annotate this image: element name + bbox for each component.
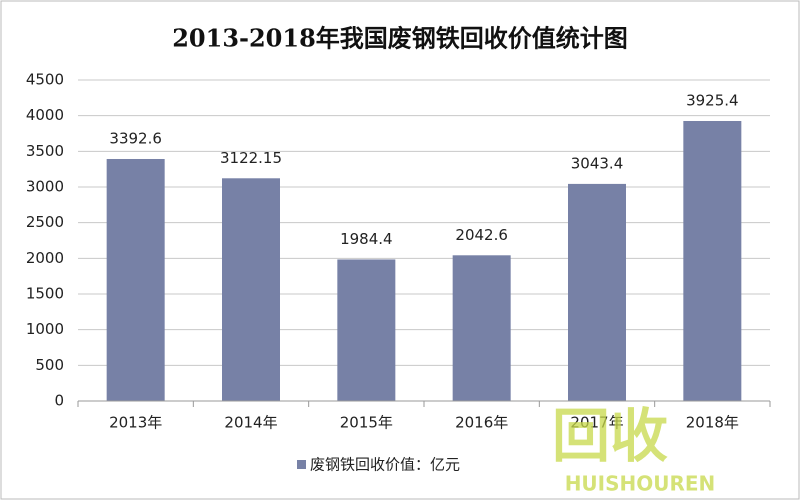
bar: [337, 259, 396, 401]
value-label: 3043.4: [571, 154, 624, 172]
y-tick-label: 1000: [26, 320, 64, 338]
x-tick-label: 2014年: [224, 414, 277, 432]
watermark-sub: HUISHOUREN: [565, 472, 716, 496]
x-tick-label: 2013年: [109, 414, 162, 432]
chart-title: 2013-2018年我国废钢铁回收价值统计图: [172, 24, 628, 53]
bar: [222, 178, 280, 401]
legend-swatch: [297, 460, 306, 469]
value-label: 2042.6: [455, 226, 508, 244]
y-tick-label: 1500: [26, 285, 64, 303]
x-tick-label: 2017年: [570, 414, 623, 432]
value-label: 3392.6: [109, 129, 162, 147]
value-label: 3122.15: [220, 149, 282, 167]
y-tick-label: 3500: [26, 142, 64, 160]
y-tick-label: 500: [35, 356, 64, 374]
watermark: 回收: [552, 402, 668, 470]
y-tick-label: 2000: [26, 249, 64, 267]
value-label: 1984.4: [340, 230, 393, 248]
x-tick-label: 2018年: [686, 414, 739, 432]
y-tick-label: 2500: [26, 213, 64, 231]
value-label: 3925.4: [686, 91, 739, 109]
x-tick-label: 2016年: [455, 414, 508, 432]
x-tick-label: 2015年: [340, 414, 393, 432]
bar: [106, 158, 165, 401]
y-tick-label: 4000: [26, 106, 64, 124]
legend-label: 废钢铁回收价值：亿元: [310, 456, 460, 474]
y-tick-label: 4500: [26, 71, 64, 89]
y-tick-label: 0: [54, 392, 64, 410]
bar: [683, 120, 742, 402]
y-tick-label: 3000: [26, 178, 64, 196]
bar: [452, 255, 511, 401]
bar: [568, 183, 626, 401]
